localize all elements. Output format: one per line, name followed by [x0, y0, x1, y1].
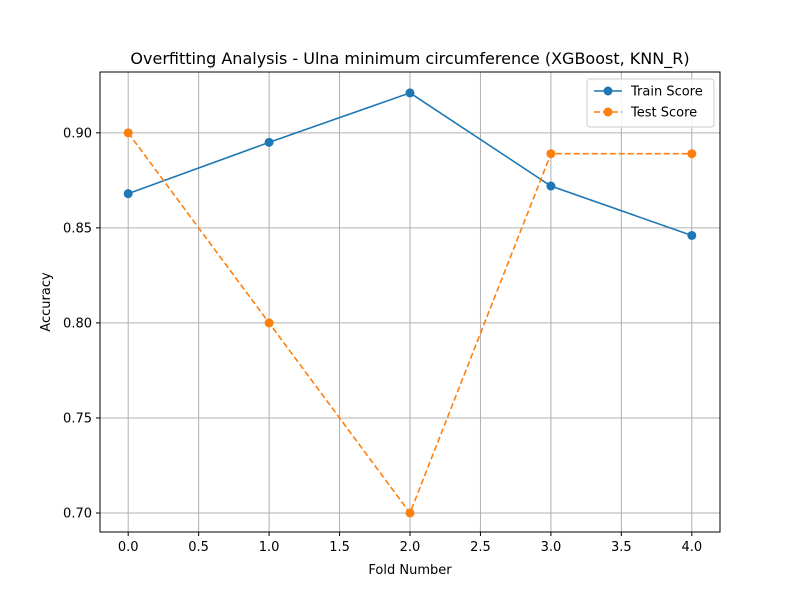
- series-layer: [123, 88, 697, 518]
- data-point-test-score: [123, 128, 133, 138]
- legend: Train Score Test Score: [586, 78, 715, 128]
- data-point-test-score: [405, 508, 415, 518]
- chart-title: Overfitting Analysis - Ulna minimum circ…: [130, 49, 689, 69]
- x-tick-label: 0.0: [118, 540, 139, 555]
- grid-lines: [100, 72, 720, 532]
- data-point-train-score: [264, 137, 274, 147]
- legend-marker-test-score: [603, 107, 613, 117]
- plot-area: 0.0 0.5 1.0 1.5 2.0 2.5 3.0 3.5 4.0 0.70 0.75 0.80…: [63, 71, 721, 555]
- data-point-train-score: [687, 230, 697, 240]
- y-axis: 0.70 0.75 0.80 0.85 0.90: [63, 126, 100, 521]
- series-train-score: [123, 88, 697, 240]
- legend-marker-train-score: [603, 86, 613, 96]
- x-tick-label: 3.5: [611, 540, 632, 555]
- x-axis-label: Fold Number: [368, 563, 452, 578]
- x-axis: 0.0 0.5 1.0 1.5 2.0 2.5 3.0 3.5 4.0: [118, 532, 702, 555]
- y-tick-label: 0.90: [63, 126, 92, 141]
- x-tick-label: 2.0: [400, 540, 421, 555]
- y-tick-label: 0.75: [63, 411, 92, 426]
- data-point-train-score: [405, 88, 415, 98]
- x-tick-label: 1.5: [329, 540, 350, 555]
- x-tick-label: 0.5: [188, 540, 209, 555]
- data-point-train-score: [123, 189, 133, 199]
- data-point-test-score: [687, 149, 697, 159]
- data-point-test-score: [264, 318, 274, 328]
- x-tick-label: 3.0: [541, 540, 562, 555]
- y-axis-label: Accuracy: [39, 272, 54, 332]
- data-point-test-score: [546, 149, 556, 159]
- legend-label-train-score: Train Score: [630, 85, 703, 100]
- x-tick-label: 4.0: [681, 540, 702, 555]
- x-tick-label: 2.5: [470, 540, 491, 555]
- y-tick-label: 0.85: [63, 221, 92, 236]
- y-tick-label: 0.70: [63, 506, 92, 521]
- y-tick-label: 0.80: [63, 316, 92, 331]
- series-test-score: [123, 128, 697, 518]
- x-tick-label: 1.0: [259, 540, 280, 555]
- legend-label-test-score: Test Score: [630, 106, 697, 121]
- data-point-train-score: [546, 181, 556, 191]
